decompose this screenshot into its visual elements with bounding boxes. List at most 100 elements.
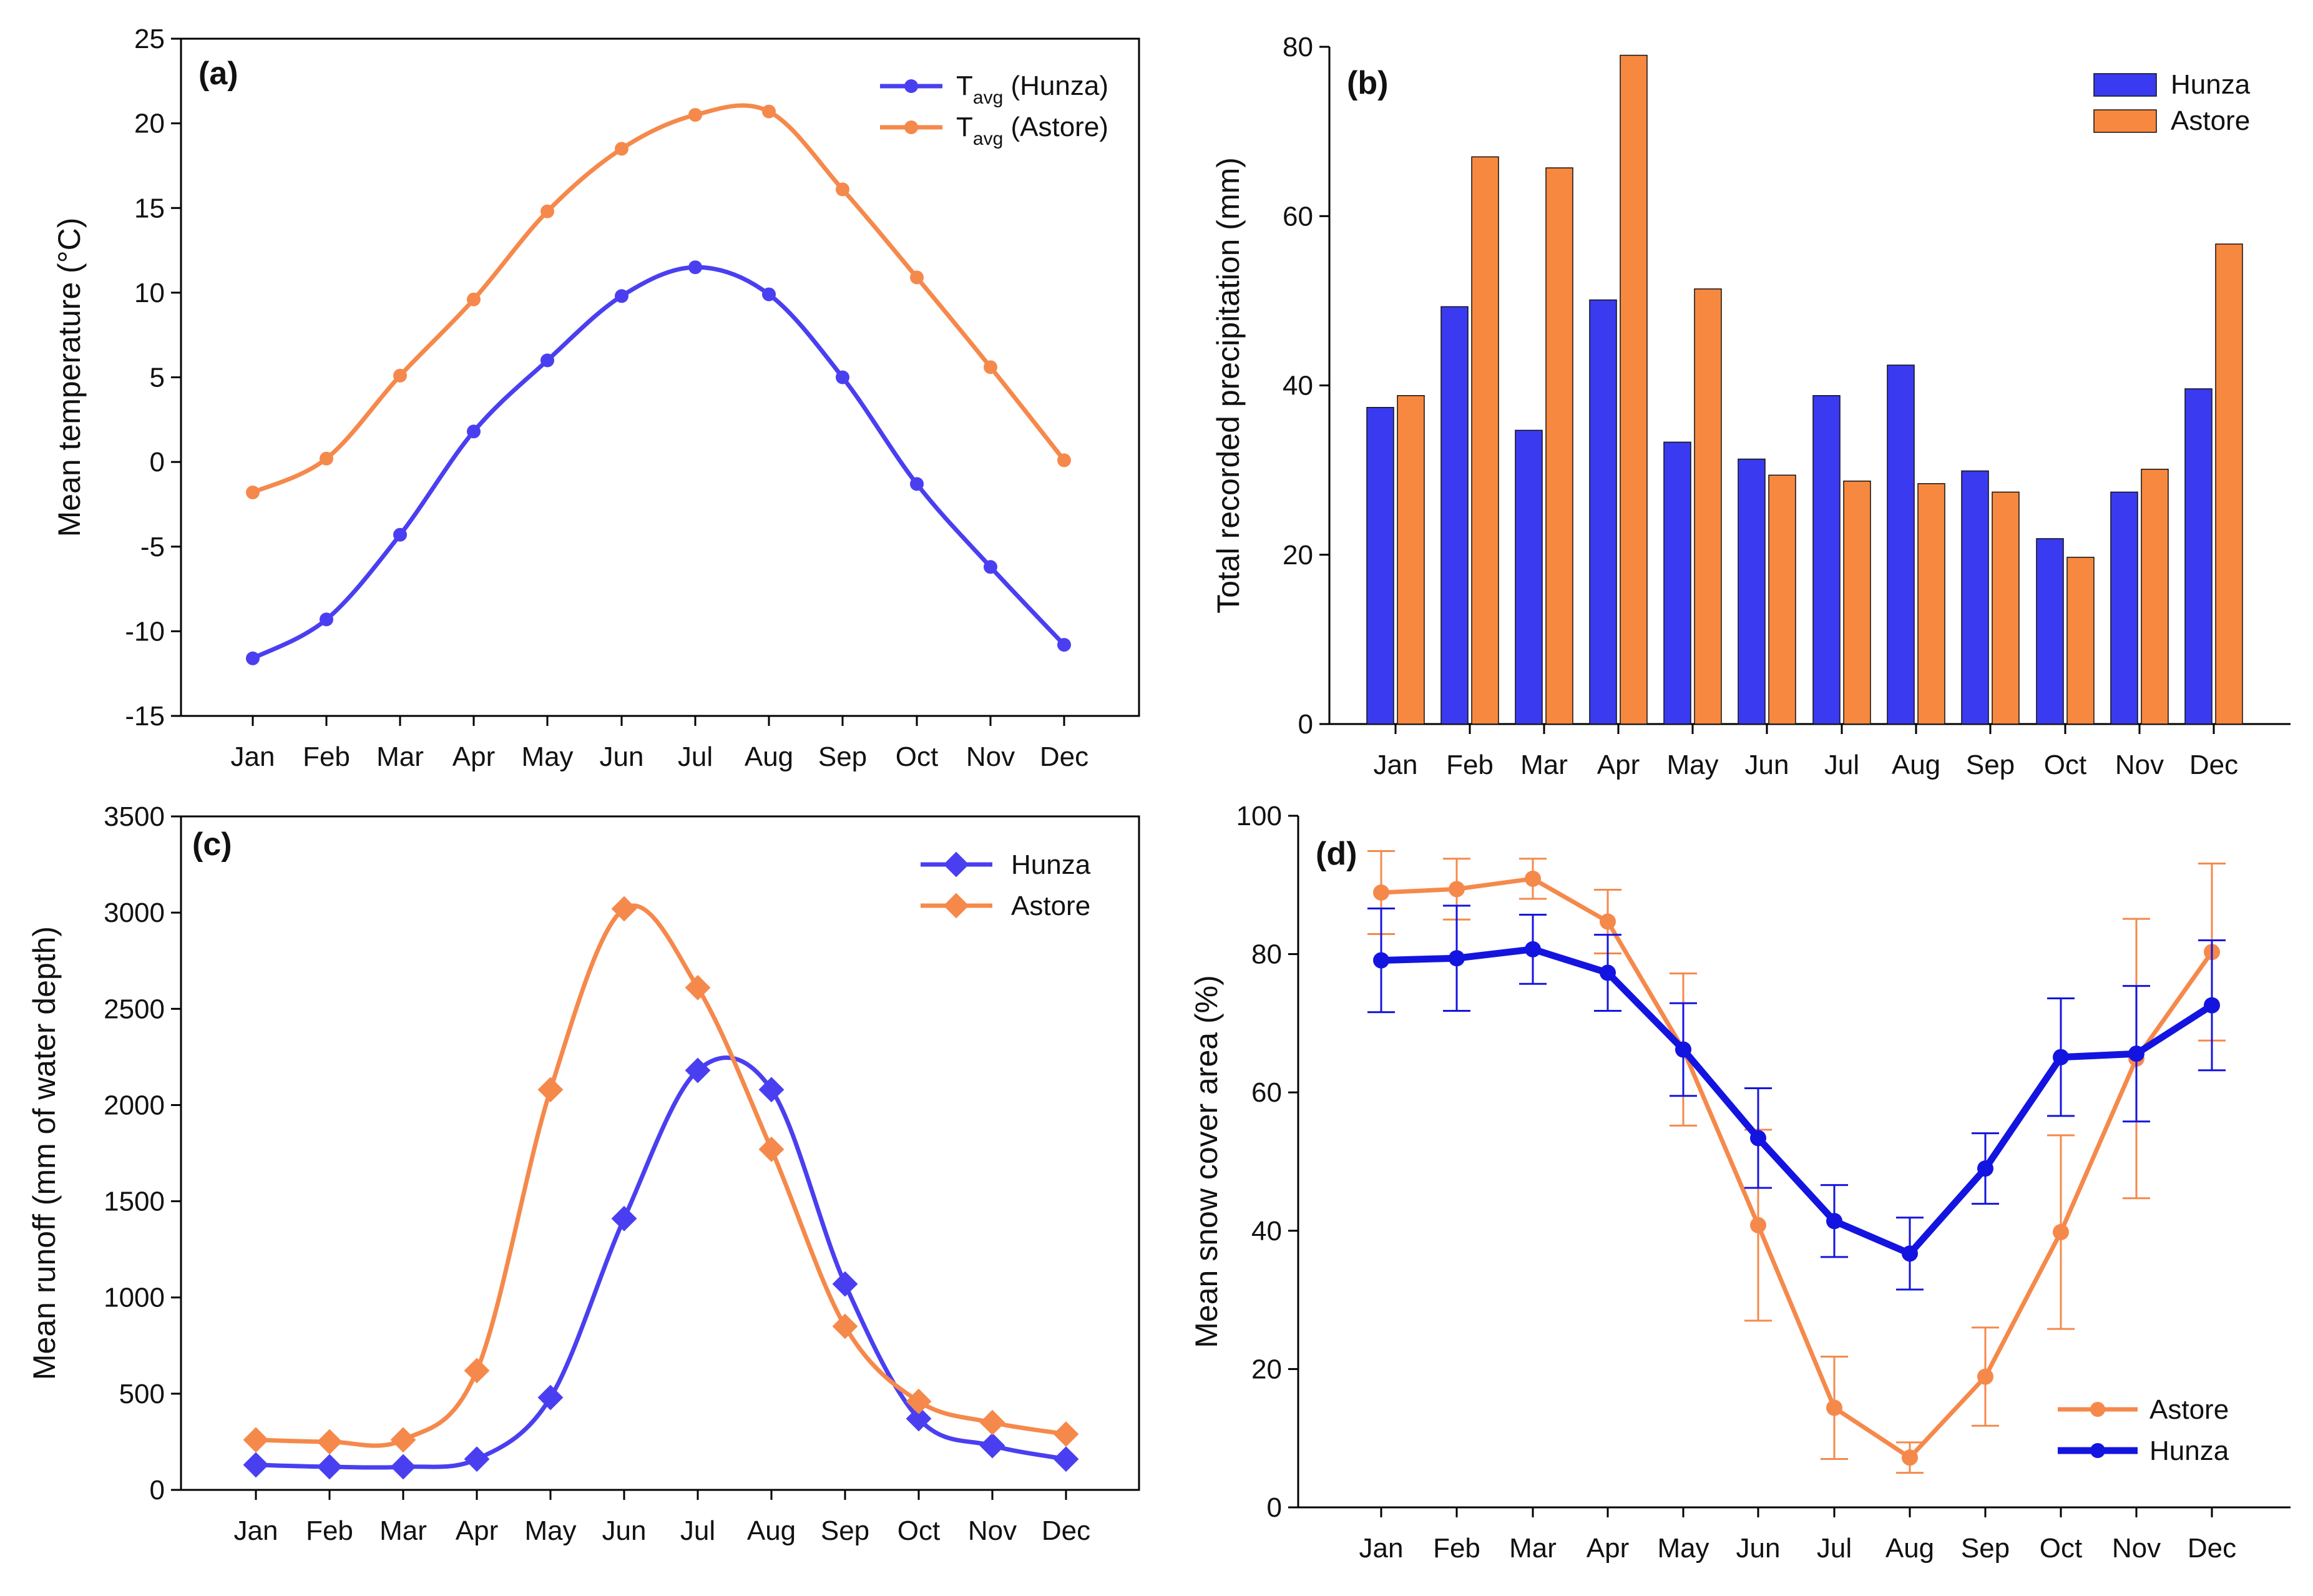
panel-b-precipitation: 0 20 40 60 80 Jan Feb Mar Apr May Jun Jul Aug Sep Oct N… xyxy=(1211,32,2291,780)
data-point xyxy=(943,893,969,919)
data-point xyxy=(1053,1421,1079,1447)
error-bars xyxy=(1367,904,2226,1291)
x-tick-label: Sep xyxy=(1966,750,2015,780)
x-tick-label: Mar xyxy=(379,1515,427,1546)
data-point xyxy=(688,108,702,122)
data-point xyxy=(1600,913,1616,930)
data-point xyxy=(984,560,997,574)
data-point xyxy=(1600,964,1616,981)
x-tick-label: Jul xyxy=(680,1515,715,1546)
x-tick-label: Aug xyxy=(1892,750,1940,780)
panel-label: (b) xyxy=(1347,65,1388,101)
x-tick-label: Apr xyxy=(452,742,495,772)
data-point xyxy=(906,1406,932,1432)
data-point xyxy=(984,360,997,375)
data-point xyxy=(2128,1045,2144,1062)
panel-label: (a) xyxy=(198,56,238,92)
x-tick-label: Jan xyxy=(1374,750,1418,780)
x-tick-label: Mar xyxy=(376,742,424,772)
series-line xyxy=(255,903,1067,1448)
bar-series-hunza xyxy=(1366,299,2213,725)
x-tick-label: Oct xyxy=(2040,1533,2082,1564)
data-point xyxy=(979,1409,1005,1436)
bar xyxy=(1397,395,1425,725)
x-tick-label: Nov xyxy=(2115,750,2164,780)
data-point xyxy=(685,974,711,1001)
data-point xyxy=(1902,1449,1918,1466)
data-point xyxy=(611,1205,637,1231)
series-line xyxy=(1381,876,2214,1460)
x-tick-label: Nov xyxy=(966,742,1015,772)
x-tick-label: Apr xyxy=(1597,750,1640,780)
x-tick-label: Jan xyxy=(231,742,275,772)
data-point xyxy=(393,527,407,542)
y-tick-label: 5 xyxy=(150,363,165,393)
legend-swatch xyxy=(2093,109,2157,133)
data-point xyxy=(615,289,628,303)
data-point xyxy=(540,204,554,218)
y-tick-label: 40 xyxy=(1251,1216,1282,1246)
x-tick-label: Jul xyxy=(678,742,713,772)
data-point xyxy=(464,1446,490,1472)
data-point xyxy=(1525,941,1541,957)
y-tick-label: 0 xyxy=(1267,1492,1282,1523)
data-point xyxy=(243,1427,269,1453)
bar xyxy=(1992,491,2020,725)
data-point xyxy=(1373,952,1389,969)
bar xyxy=(1887,365,1915,725)
y-tick-label: 20 xyxy=(1283,540,1313,570)
legend-label: Astore xyxy=(1011,891,1090,921)
data-point xyxy=(758,1077,785,1103)
x-tick-label: Feb xyxy=(1446,750,1494,780)
data-point xyxy=(316,1454,343,1480)
data-point xyxy=(1675,1041,1691,1058)
data-point xyxy=(467,292,481,306)
data-point xyxy=(467,424,481,439)
x-tick-label: Feb xyxy=(303,742,350,772)
bar xyxy=(1812,395,1841,725)
y-tick-label: 15 xyxy=(134,193,165,223)
legend-rest: (Hunza) xyxy=(1003,71,1108,101)
error-bars xyxy=(1367,850,2226,1474)
y-tick-label: 0 xyxy=(1298,709,1313,740)
data-point xyxy=(1750,1130,1766,1147)
bar xyxy=(2215,243,2243,725)
x-tick-label: Sep xyxy=(821,1515,869,1546)
data-point xyxy=(979,1432,1005,1459)
data-point xyxy=(316,1429,343,1455)
x-tick-label: May xyxy=(521,742,573,772)
line-series-astore xyxy=(1367,850,2226,1474)
x-tick-label: Jan xyxy=(1359,1533,1404,1564)
data-point xyxy=(1977,1160,1993,1177)
data-point xyxy=(1057,453,1071,468)
bar xyxy=(1663,441,1691,725)
data-point xyxy=(393,368,407,383)
x-tick-label: Jan xyxy=(234,1515,278,1546)
x-tick-label: May xyxy=(1666,750,1718,780)
data-point xyxy=(836,182,849,197)
series-line xyxy=(252,103,1066,495)
plot-frame xyxy=(180,815,1140,1491)
data-point xyxy=(1826,1213,1842,1230)
data-point xyxy=(1449,881,1465,898)
y-axis-title: Mean runoff (mm of water depth) xyxy=(27,926,62,1380)
legend-label: Tavg (Astore) xyxy=(956,112,1108,149)
x-tick-label: Dec xyxy=(2188,1533,2236,1564)
data-point xyxy=(243,1452,269,1478)
bar xyxy=(2184,388,2213,725)
x-tick-label: Oct xyxy=(896,742,938,772)
panel-label: (d) xyxy=(1316,836,1357,872)
x-tick-label: Sep xyxy=(818,742,867,772)
x-tick-label: May xyxy=(524,1515,576,1546)
x-tick-label: May xyxy=(1657,1533,1709,1564)
data-point xyxy=(685,1057,711,1084)
data-point xyxy=(1902,1245,1918,1262)
x-tick-label: Nov xyxy=(2112,1533,2161,1564)
y-axis-title: Total recorded precipitation (mm) xyxy=(1211,157,1246,614)
y-tick-label: 0 xyxy=(150,447,165,477)
legend-label: Tavg (Hunza) xyxy=(956,71,1108,108)
data-point xyxy=(1826,1399,1842,1416)
data-point xyxy=(390,1454,416,1480)
legend-marker xyxy=(904,79,918,93)
x-tick-label: Feb xyxy=(1433,1533,1480,1564)
